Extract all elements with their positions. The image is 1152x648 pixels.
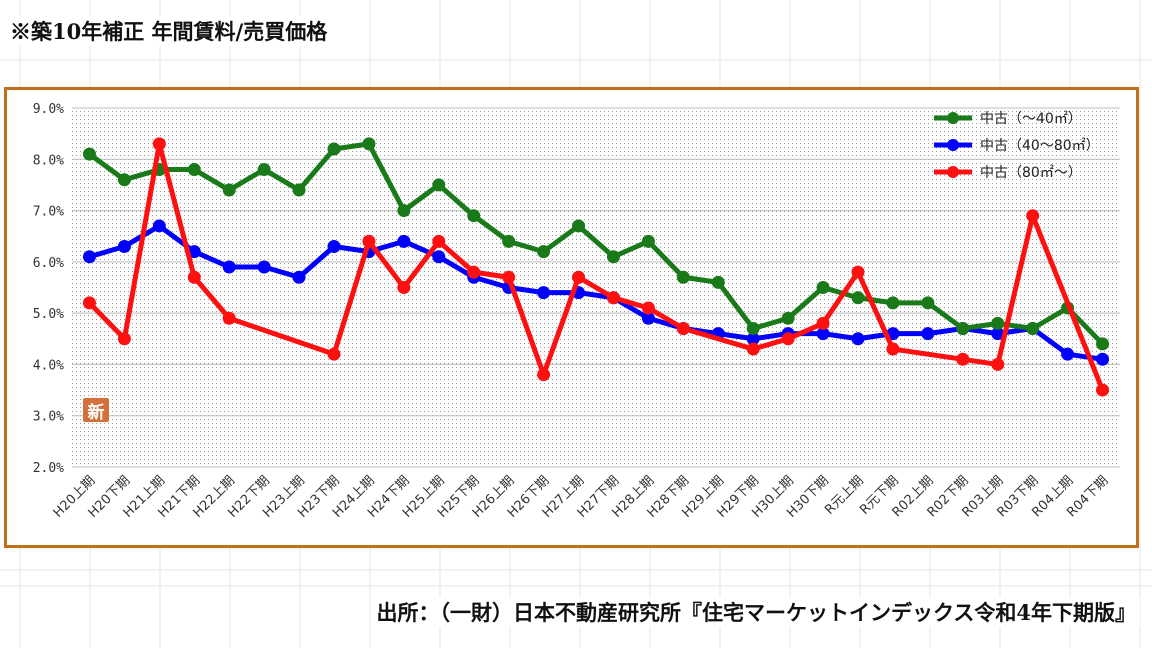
y-tick-label: 2.0% xyxy=(33,461,64,476)
legend-label: 中古（40～80㎡） xyxy=(980,138,1100,154)
data-point xyxy=(886,342,900,356)
data-point xyxy=(502,234,516,248)
y-tick-label: 6.0% xyxy=(33,256,64,271)
data-point xyxy=(956,322,970,336)
y-tick-label: 9.0% xyxy=(33,102,64,117)
data-point xyxy=(397,234,411,248)
data-point xyxy=(851,265,865,279)
data-point xyxy=(117,239,131,253)
data-point xyxy=(222,183,236,197)
data-point xyxy=(851,332,865,346)
data-point xyxy=(467,209,481,223)
data-point xyxy=(572,270,586,284)
data-point xyxy=(886,296,900,310)
data-point xyxy=(432,178,446,192)
data-point xyxy=(1026,209,1040,223)
data-point xyxy=(502,270,516,284)
data-point xyxy=(257,260,271,274)
data-point xyxy=(606,291,620,305)
data-point xyxy=(117,332,131,346)
data-point xyxy=(82,250,96,264)
data-point xyxy=(362,234,376,248)
data-point xyxy=(187,270,201,284)
data-point xyxy=(991,357,1005,371)
data-point xyxy=(432,250,446,264)
data-point xyxy=(1096,383,1110,397)
legend: 中古（～40㎡） 中古（40～80㎡） 中古（80㎡～） xyxy=(934,111,1100,181)
data-point xyxy=(82,147,96,161)
data-point xyxy=(362,137,376,151)
data-point xyxy=(117,173,131,187)
data-point xyxy=(152,137,166,151)
series-line xyxy=(87,141,1105,346)
data-point xyxy=(991,316,1005,330)
line-chart: 2.0%3.0%4.0%5.0%6.0%7.0%8.0%9.0%H20上期H20… xyxy=(33,102,1120,521)
data-point xyxy=(432,234,446,248)
data-point xyxy=(816,281,830,294)
data-point xyxy=(606,250,620,264)
data-point xyxy=(921,296,935,310)
data-point xyxy=(467,265,481,279)
data-point xyxy=(641,311,655,325)
data-point xyxy=(676,322,690,336)
chart-frame: 2.0% 3.0% 4.0% 5.0% 6.0% 7.0% 8.0% 9.0% H20上期 H20… xyxy=(4,87,1139,548)
data-point xyxy=(991,327,1005,341)
data-point xyxy=(222,311,236,325)
data-point xyxy=(327,347,341,361)
y-tick-label: 7.0% xyxy=(33,205,64,220)
data-point xyxy=(641,234,655,248)
y-tick-label: 3.0% xyxy=(33,410,64,425)
data-point xyxy=(921,327,935,341)
y-tick-label: 4.0% xyxy=(33,358,64,373)
legend-label: 中古（～40㎡） xyxy=(980,111,1082,127)
page-title: ※築10年補正 年間賃料/売買価格 xyxy=(6,16,332,46)
data-point xyxy=(292,183,306,197)
legend-marker xyxy=(947,112,959,124)
data-point xyxy=(327,142,341,156)
data-point xyxy=(781,311,795,325)
data-point xyxy=(711,275,725,289)
data-point xyxy=(676,270,690,284)
data-point xyxy=(222,260,236,274)
data-point xyxy=(187,163,201,177)
data-point xyxy=(956,352,970,366)
data-point xyxy=(641,301,655,315)
legend-marker xyxy=(947,166,959,178)
series-2 xyxy=(82,137,1110,397)
data-point xyxy=(746,332,760,346)
data-point xyxy=(851,291,865,305)
y-tick-label: 8.0% xyxy=(33,153,64,168)
data-point xyxy=(572,219,586,233)
data-point xyxy=(292,270,306,284)
data-point xyxy=(537,245,551,259)
data-point xyxy=(537,286,551,300)
data-point xyxy=(816,327,830,341)
legend-marker xyxy=(947,139,959,151)
data-point xyxy=(397,204,411,218)
data-point xyxy=(781,332,795,346)
data-point xyxy=(187,245,201,259)
data-point xyxy=(1026,322,1040,336)
data-point xyxy=(816,316,830,330)
data-point xyxy=(746,322,760,336)
data-point xyxy=(397,281,411,294)
data-point xyxy=(82,296,96,310)
data-point xyxy=(1096,352,1110,366)
data-point xyxy=(257,163,271,177)
legend-label: 中古（80㎡～） xyxy=(980,165,1082,181)
data-point xyxy=(152,219,166,233)
data-point xyxy=(537,368,551,382)
source-note: 出所：（一財）日本不動産研究所『住宅マーケットインデックス令和4年下期版』 xyxy=(372,597,1140,627)
new-badge: 新 xyxy=(83,398,109,423)
data-point xyxy=(327,239,341,253)
y-tick-label: 5.0% xyxy=(33,307,64,322)
data-point xyxy=(1061,347,1075,361)
data-point xyxy=(1096,337,1110,351)
data-point xyxy=(746,342,760,356)
